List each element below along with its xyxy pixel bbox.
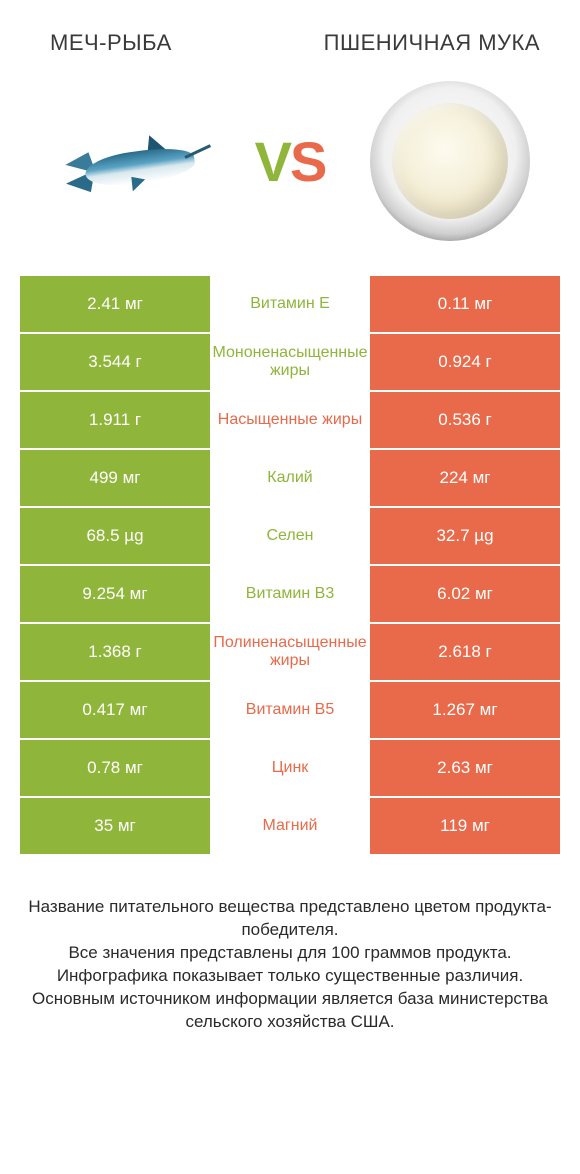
right-value: 224 мг <box>370 450 560 506</box>
left-product-title: МЕЧ-РЫБА <box>40 30 295 56</box>
table-row: 1.368 гПолиненасыщенные жиры2.618 г <box>20 624 560 680</box>
left-product-image <box>45 76 215 246</box>
left-value: 499 мг <box>20 450 210 506</box>
right-value: 0.536 г <box>370 392 560 448</box>
comparison-table: 2.41 мгВитамин E0.11 мг3.544 гМононенасы… <box>0 276 580 854</box>
nutrient-label: Витамин B5 <box>210 682 370 738</box>
table-row: 1.911 гНасыщенные жиры0.536 г <box>20 392 560 448</box>
right-value: 2.618 г <box>370 624 560 680</box>
right-value: 119 мг <box>370 798 560 854</box>
footnote-line: Название питательного вещества представл… <box>20 896 560 942</box>
left-value: 0.78 мг <box>20 740 210 796</box>
nutrient-label: Калий <box>210 450 370 506</box>
footnote-line: Инфографика показывает только существенн… <box>20 965 560 988</box>
vs-v: V <box>255 130 290 193</box>
table-row: 9.254 мгВитамин B36.02 мг <box>20 566 560 622</box>
footnote-line: Основным источником информации является … <box>20 988 560 1034</box>
vs-s: S <box>290 130 325 193</box>
flour-bowl-icon <box>370 81 530 241</box>
table-row: 35 мгМагний119 мг <box>20 798 560 854</box>
vs-row: VS <box>0 66 580 276</box>
left-value: 35 мг <box>20 798 210 854</box>
nutrient-label: Насыщенные жиры <box>210 392 370 448</box>
table-row: 499 мгКалий224 мг <box>20 450 560 506</box>
left-value: 2.41 мг <box>20 276 210 332</box>
left-value: 1.368 г <box>20 624 210 680</box>
left-value: 0.417 мг <box>20 682 210 738</box>
right-value: 32.7 µg <box>370 508 560 564</box>
nutrient-label: Цинк <box>210 740 370 796</box>
right-product-image <box>365 76 535 246</box>
right-product-title: ПШЕНИЧНАЯ МУКА <box>295 30 540 56</box>
right-value: 0.11 мг <box>370 276 560 332</box>
nutrient-label: Селен <box>210 508 370 564</box>
table-row: 68.5 µgСелен32.7 µg <box>20 508 560 564</box>
nutrient-label: Мононенасыщенные жиры <box>210 334 370 390</box>
right-value: 1.267 мг <box>370 682 560 738</box>
table-row: 0.78 мгЦинк2.63 мг <box>20 740 560 796</box>
right-value: 2.63 мг <box>370 740 560 796</box>
swordfish-icon <box>45 116 215 206</box>
vs-label: VS <box>255 129 326 194</box>
left-value: 68.5 µg <box>20 508 210 564</box>
table-row: 2.41 мгВитамин E0.11 мг <box>20 276 560 332</box>
header: МЕЧ-РЫБА ПШЕНИЧНАЯ МУКА <box>0 0 580 66</box>
right-value: 0.924 г <box>370 334 560 390</box>
nutrient-label: Полиненасыщенные жиры <box>210 624 370 680</box>
footnote: Название питательного вещества представл… <box>0 856 580 1034</box>
table-row: 3.544 гМононенасыщенные жиры0.924 г <box>20 334 560 390</box>
table-row: 0.417 мгВитамин B51.267 мг <box>20 682 560 738</box>
nutrient-label: Магний <box>210 798 370 854</box>
left-value: 3.544 г <box>20 334 210 390</box>
right-value: 6.02 мг <box>370 566 560 622</box>
left-value: 9.254 мг <box>20 566 210 622</box>
nutrient-label: Витамин B3 <box>210 566 370 622</box>
left-value: 1.911 г <box>20 392 210 448</box>
nutrient-label: Витамин E <box>210 276 370 332</box>
footnote-line: Все значения представлены для 100 граммо… <box>20 942 560 965</box>
